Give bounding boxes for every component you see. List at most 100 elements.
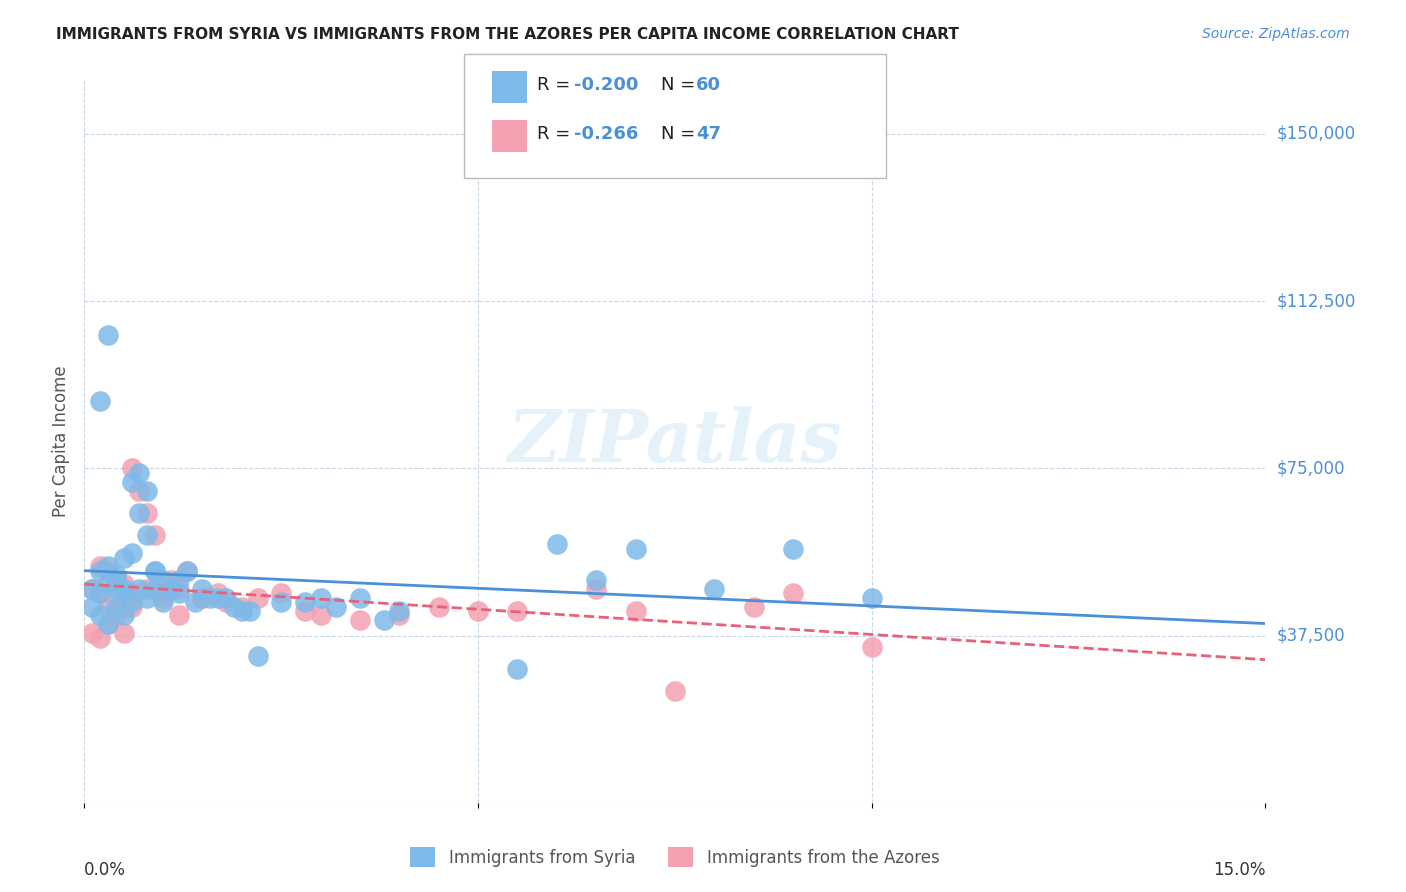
- Point: [167, 573, 190, 587]
- Point: [89, 586, 111, 600]
- Text: N =: N =: [661, 76, 700, 94]
- Point: [309, 591, 332, 605]
- Point: [860, 591, 883, 605]
- Point: [664, 684, 686, 698]
- Point: [231, 599, 253, 614]
- Point: [136, 506, 159, 520]
- Point: [742, 599, 765, 614]
- Point: [128, 582, 150, 596]
- Point: [128, 506, 150, 520]
- Point: [136, 483, 159, 498]
- Point: [200, 591, 222, 605]
- Point: [191, 591, 214, 605]
- Text: IMMIGRANTS FROM SYRIA VS IMMIGRANTS FROM THE AZORES PER CAPITA INCOME CORRELATIO: IMMIGRANTS FROM SYRIA VS IMMIGRANTS FROM…: [56, 27, 959, 42]
- Point: [97, 564, 120, 578]
- Point: [388, 604, 411, 618]
- Point: [467, 604, 489, 618]
- Point: [782, 586, 804, 600]
- Point: [215, 595, 238, 609]
- Point: [231, 604, 253, 618]
- Point: [104, 568, 127, 582]
- Legend: Immigrants from Syria, Immigrants from the Azores: Immigrants from Syria, Immigrants from t…: [404, 840, 946, 874]
- Point: [167, 586, 190, 600]
- Point: [152, 595, 174, 609]
- Text: -0.266: -0.266: [574, 125, 638, 143]
- Point: [82, 582, 104, 596]
- Point: [89, 586, 111, 600]
- Point: [191, 582, 214, 596]
- Point: [97, 577, 120, 591]
- Point: [427, 599, 450, 614]
- Point: [152, 573, 174, 587]
- Point: [167, 582, 190, 596]
- Point: [128, 483, 150, 498]
- Point: [89, 559, 111, 574]
- Point: [152, 591, 174, 605]
- Point: [104, 599, 127, 614]
- Point: [585, 573, 607, 587]
- Point: [207, 586, 229, 600]
- Point: [128, 466, 150, 480]
- Point: [112, 599, 135, 614]
- Text: N =: N =: [661, 125, 700, 143]
- Point: [82, 582, 104, 596]
- Point: [160, 573, 183, 587]
- Point: [82, 599, 104, 614]
- Point: [97, 599, 120, 614]
- Point: [121, 461, 143, 475]
- Point: [546, 537, 568, 551]
- Point: [388, 608, 411, 623]
- Point: [191, 591, 214, 605]
- Text: $150,000: $150,000: [1277, 125, 1355, 143]
- Text: -0.200: -0.200: [574, 76, 638, 94]
- Point: [104, 608, 127, 623]
- Point: [136, 582, 159, 596]
- Point: [121, 546, 143, 560]
- Text: 15.0%: 15.0%: [1213, 861, 1265, 879]
- Point: [349, 613, 371, 627]
- Point: [325, 599, 347, 614]
- Point: [121, 586, 143, 600]
- Point: [246, 648, 269, 663]
- Point: [506, 604, 529, 618]
- Point: [112, 550, 135, 565]
- Text: 0.0%: 0.0%: [84, 861, 127, 879]
- Point: [624, 541, 647, 556]
- Point: [97, 327, 120, 342]
- Point: [309, 608, 332, 623]
- Point: [207, 591, 229, 605]
- Point: [270, 595, 292, 609]
- Point: [167, 608, 190, 623]
- Point: [104, 573, 127, 587]
- Point: [183, 595, 205, 609]
- Point: [860, 640, 883, 654]
- Text: Source: ZipAtlas.com: Source: ZipAtlas.com: [1202, 27, 1350, 41]
- Point: [160, 582, 183, 596]
- Point: [104, 573, 127, 587]
- Point: [112, 586, 135, 600]
- Text: 60: 60: [696, 76, 721, 94]
- Point: [89, 608, 111, 623]
- Point: [112, 577, 135, 591]
- Point: [143, 582, 166, 596]
- Point: [136, 528, 159, 542]
- Point: [176, 564, 198, 578]
- Point: [585, 582, 607, 596]
- Point: [97, 617, 120, 632]
- Point: [97, 617, 120, 632]
- Point: [97, 559, 120, 574]
- Point: [294, 595, 316, 609]
- Point: [89, 631, 111, 645]
- Point: [136, 591, 159, 605]
- Point: [112, 582, 135, 596]
- Point: [215, 591, 238, 605]
- Point: [112, 608, 135, 623]
- Text: $112,500: $112,500: [1277, 292, 1355, 310]
- Point: [349, 591, 371, 605]
- Point: [104, 582, 127, 596]
- Y-axis label: Per Capita Income: Per Capita Income: [52, 366, 70, 517]
- Point: [506, 662, 529, 676]
- Point: [152, 586, 174, 600]
- Text: $75,000: $75,000: [1277, 459, 1346, 477]
- Point: [246, 591, 269, 605]
